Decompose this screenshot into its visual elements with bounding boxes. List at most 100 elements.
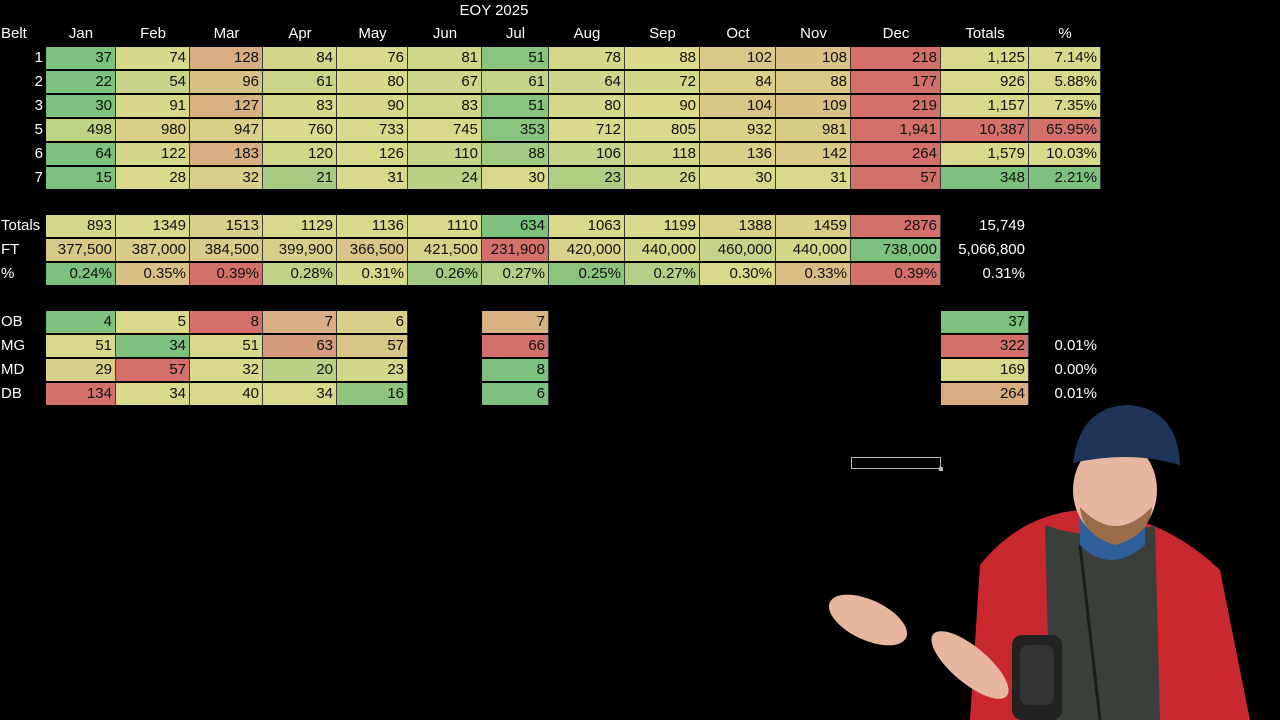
- table-cell[interactable]: 122: [116, 143, 190, 165]
- table-cell[interactable]: 110: [408, 143, 482, 165]
- table-cell[interactable]: 932: [700, 119, 776, 141]
- table-cell[interactable]: 353: [482, 119, 549, 141]
- table-cell[interactable]: 1388: [700, 215, 776, 237]
- table-cell[interactable]: 34: [116, 335, 190, 357]
- column-header-feb[interactable]: Feb: [140, 25, 166, 42]
- table-cell[interactable]: 23: [549, 167, 625, 189]
- table-cell[interactable]: 947: [190, 119, 263, 141]
- table-cell[interactable]: 74: [116, 47, 190, 69]
- table-cell[interactable]: 6: [337, 311, 408, 333]
- table-cell[interactable]: 733: [337, 119, 408, 141]
- table-cell[interactable]: 981: [776, 119, 851, 141]
- table-cell[interactable]: 0.39%: [190, 263, 263, 285]
- table-cell[interactable]: 76: [337, 47, 408, 69]
- table-cell[interactable]: 30: [700, 167, 776, 189]
- table-cell[interactable]: 28: [116, 167, 190, 189]
- table-cell[interactable]: 63: [263, 335, 337, 357]
- column-header-jun[interactable]: Jun: [432, 25, 458, 42]
- table-cell[interactable]: 460,000: [700, 239, 776, 261]
- table-cell[interactable]: 183: [190, 143, 263, 165]
- table-cell[interactable]: 15: [46, 167, 116, 189]
- table-cell[interactable]: 90: [625, 95, 700, 117]
- table-cell[interactable]: 78: [549, 47, 625, 69]
- rank-percent-cell[interactable]: [1029, 311, 1101, 333]
- table-cell[interactable]: 57: [116, 359, 190, 381]
- rank-percent-cell[interactable]: 0.01%: [1054, 337, 1097, 354]
- table-cell[interactable]: 218: [851, 47, 941, 69]
- table-cell[interactable]: 231,900: [482, 239, 549, 261]
- table-cell[interactable]: 20: [263, 359, 337, 381]
- table-cell[interactable]: 4: [46, 311, 116, 333]
- column-header-aug[interactable]: Aug: [573, 25, 601, 42]
- summary-grand-total[interactable]: 5,066,800: [958, 241, 1025, 258]
- table-cell[interactable]: 634: [482, 215, 549, 237]
- table-cell[interactable]: 64: [46, 143, 116, 165]
- table-cell[interactable]: 893: [46, 215, 116, 237]
- table-cell[interactable]: 1199: [625, 215, 700, 237]
- table-cell[interactable]: 23: [337, 359, 408, 381]
- belt-percent-cell[interactable]: 5.88%: [1029, 71, 1101, 93]
- table-cell[interactable]: 80: [549, 95, 625, 117]
- belt-percent-cell[interactable]: 2.21%: [1029, 167, 1101, 189]
- table-cell[interactable]: 498: [46, 119, 116, 141]
- rank-total-cell[interactable]: 322: [941, 335, 1029, 357]
- table-cell[interactable]: 1513: [190, 215, 263, 237]
- table-cell[interactable]: 31: [337, 167, 408, 189]
- table-cell[interactable]: 118: [625, 143, 700, 165]
- table-cell[interactable]: 440,000: [776, 239, 851, 261]
- table-cell[interactable]: 88: [482, 143, 549, 165]
- table-cell[interactable]: 1136: [337, 215, 408, 237]
- table-cell[interactable]: 21: [263, 167, 337, 189]
- table-cell[interactable]: 32: [190, 359, 263, 381]
- table-cell[interactable]: 83: [408, 95, 482, 117]
- table-cell[interactable]: 0.33%: [776, 263, 851, 285]
- table-cell[interactable]: 127: [190, 95, 263, 117]
- table-cell[interactable]: 57: [851, 167, 941, 189]
- belt-percent-cell[interactable]: 65.95%: [1029, 119, 1101, 141]
- table-cell[interactable]: 420,000: [549, 239, 625, 261]
- belt-total-cell[interactable]: 1,157: [941, 95, 1029, 117]
- summary-grand-total[interactable]: 15,749: [979, 217, 1025, 234]
- table-cell[interactable]: 126: [337, 143, 408, 165]
- table-cell[interactable]: 81: [408, 47, 482, 69]
- table-cell[interactable]: 760: [263, 119, 337, 141]
- table-cell[interactable]: 61: [263, 71, 337, 93]
- table-cell[interactable]: 128: [190, 47, 263, 69]
- rank-percent-cell[interactable]: 0.01%: [1054, 385, 1097, 402]
- column-header-oct[interactable]: Oct: [726, 25, 750, 42]
- table-cell[interactable]: 34: [116, 383, 190, 405]
- table-cell[interactable]: 61: [482, 71, 549, 93]
- table-cell[interactable]: 264: [851, 143, 941, 165]
- table-cell[interactable]: 712: [549, 119, 625, 141]
- table-cell[interactable]: 90: [337, 95, 408, 117]
- table-cell[interactable]: 0.28%: [263, 263, 337, 285]
- table-cell[interactable]: 32: [190, 167, 263, 189]
- column-header-nov[interactable]: Nov: [800, 25, 827, 42]
- table-cell[interactable]: 2876: [851, 215, 941, 237]
- column-header-jan[interactable]: Jan: [68, 25, 94, 42]
- summary-grand-total[interactable]: 0.31%: [982, 265, 1025, 282]
- table-cell[interactable]: 0.27%: [482, 263, 549, 285]
- table-cell[interactable]: 0.30%: [700, 263, 776, 285]
- table-cell[interactable]: 980: [116, 119, 190, 141]
- table-cell[interactable]: 0.39%: [851, 263, 941, 285]
- table-cell[interactable]: 31: [776, 167, 851, 189]
- table-cell[interactable]: 24: [408, 167, 482, 189]
- table-cell[interactable]: 120: [263, 143, 337, 165]
- table-cell[interactable]: 51: [482, 95, 549, 117]
- table-cell[interactable]: 80: [337, 71, 408, 93]
- table-cell[interactable]: 738,000: [851, 239, 941, 261]
- table-cell[interactable]: 64: [549, 71, 625, 93]
- rank-total-cell[interactable]: 264: [941, 383, 1029, 405]
- table-cell[interactable]: 106: [549, 143, 625, 165]
- table-cell[interactable]: 745: [408, 119, 482, 141]
- table-cell[interactable]: 0.35%: [116, 263, 190, 285]
- table-cell[interactable]: 1110: [408, 215, 482, 237]
- column-header-jul[interactable]: Jul: [505, 25, 526, 42]
- table-cell[interactable]: 67: [408, 71, 482, 93]
- column-header-dec[interactable]: Dec: [882, 25, 910, 42]
- column-header-totals[interactable]: Totals: [965, 25, 1005, 42]
- rank-total-cell[interactable]: 37: [941, 311, 1029, 333]
- table-cell[interactable]: 30: [46, 95, 116, 117]
- belt-total-cell[interactable]: 926: [941, 71, 1029, 93]
